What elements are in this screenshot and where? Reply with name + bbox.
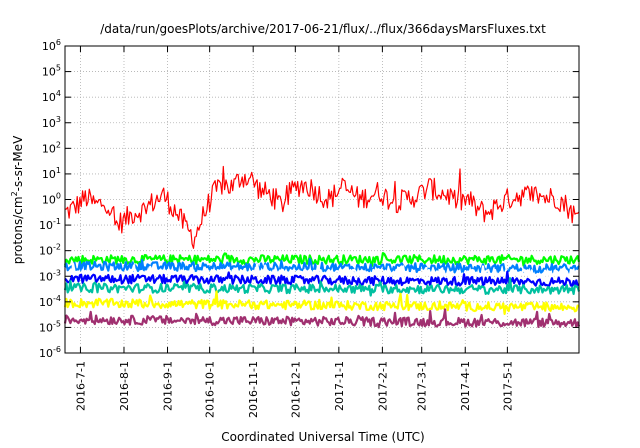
x-tick-label: 2017-4-1: [459, 361, 472, 411]
x-tick-label: 2016-12-1: [289, 361, 302, 418]
y-tick-label: 10-6: [39, 345, 61, 360]
chart-title: /data/run/goesPlots/archive/2017-06-21/f…: [100, 22, 546, 36]
y-axis-label: protons/cm2-s-sr-MeV: [10, 135, 25, 264]
data-series: [63, 165, 581, 329]
y-axis: 10-6 10-5 10-4 10-3 10-2 10-1 100 101 102 103 104 1…: [39, 38, 579, 360]
x-axis-label: Coordinated Universal Time (UTC): [221, 430, 424, 444]
x-tick-label: 2017-5-1: [501, 361, 514, 411]
y-tick-label: 104: [42, 89, 61, 104]
x-tick-label: 2017-2-1: [376, 361, 389, 411]
series-line-6: [63, 277, 581, 297]
y-tick-label: 10-4: [39, 294, 61, 309]
x-tick-label: 2017-3-1: [416, 361, 429, 411]
y-axis-label-exp: 2: [10, 191, 19, 196]
y-tick-label: 105: [42, 64, 61, 79]
x-tick-label: 2016-8-1: [118, 361, 131, 411]
y-tick-label: 102: [42, 140, 61, 155]
y-tick-label: 10-3: [39, 268, 61, 283]
series-line-8: [63, 308, 581, 329]
series-line-1: [64, 165, 580, 249]
y-tick-label: 100: [42, 192, 61, 207]
x-tick-label: 2016-10-1: [204, 361, 217, 418]
y-tick-label: 10-2: [39, 243, 61, 258]
series-line-5: [64, 270, 580, 287]
x-tick-label: 2017-1-1: [333, 361, 346, 411]
y-axis-label-tail: -s-sr-MeV: [11, 135, 25, 191]
y-axis-label-main: protons/cm: [11, 196, 25, 264]
series-line-7: [63, 290, 580, 315]
x-tick-label: 2016-7-1: [74, 361, 87, 411]
y-tick-label: 103: [42, 115, 61, 130]
y-tick-label: 10-1: [39, 217, 61, 232]
x-axis: 2016-7-1 2016-8-1 2016-9-1 2016-10-1 2016-11…: [74, 46, 514, 418]
y-tick-label: 101: [42, 166, 61, 181]
x-tick-label: 2016-11-1: [247, 361, 260, 418]
y-tick-label: 10-5: [39, 319, 61, 334]
y-tick-label: 106: [42, 38, 61, 53]
series-line-2: [63, 252, 581, 268]
x-tick-label: 2016-9-1: [162, 361, 175, 411]
